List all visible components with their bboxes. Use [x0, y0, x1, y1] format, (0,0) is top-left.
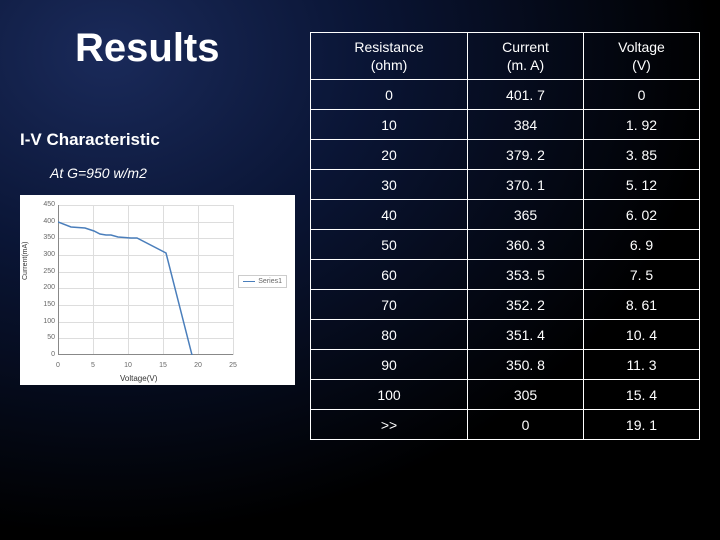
table-cell: 80: [311, 320, 468, 350]
table-cell: 50: [311, 230, 468, 260]
table-cell: 5. 12: [583, 170, 699, 200]
table-cell: 352. 2: [468, 290, 584, 320]
y-tick: 300: [40, 251, 55, 258]
x-tick: 0: [52, 362, 64, 369]
table-cell: >>: [311, 410, 468, 440]
table-cell: 401. 7: [468, 80, 584, 110]
table-row: 30370. 15. 12: [311, 170, 700, 200]
chart-y-label: Current(mA): [22, 241, 29, 280]
table-cell: 60: [311, 260, 468, 290]
table-row: 403656. 02: [311, 200, 700, 230]
x-tick: 25: [227, 362, 239, 369]
y-tick: 150: [40, 301, 55, 308]
table-cell: 10: [311, 110, 468, 140]
table-row: 60353. 57. 5: [311, 260, 700, 290]
table-cell: 365: [468, 200, 584, 230]
table-row: 103841. 92: [311, 110, 700, 140]
table-cell: 350. 8: [468, 350, 584, 380]
table-cell: 70: [311, 290, 468, 320]
iv-chart: Current(mA) Voltage(V) Series1 050100150…: [20, 195, 295, 385]
results-table: Resistance(ohm)Current(m. A)Voltage(V) 0…: [310, 32, 700, 440]
table-cell: 0: [583, 80, 699, 110]
table-cell: 8. 61: [583, 290, 699, 320]
table-header-row: Resistance(ohm)Current(m. A)Voltage(V): [311, 33, 700, 80]
x-tick: 5: [87, 362, 99, 369]
table-header-cell: Resistance(ohm): [311, 33, 468, 80]
table-cell: 11. 3: [583, 350, 699, 380]
table-cell: 0: [468, 410, 584, 440]
table-row: 50360. 36. 9: [311, 230, 700, 260]
table-cell: 1. 92: [583, 110, 699, 140]
table-cell: 90: [311, 350, 468, 380]
y-tick: 450: [40, 201, 55, 208]
x-tick: 20: [192, 362, 204, 369]
table-cell: 3. 85: [583, 140, 699, 170]
x-tick: 10: [122, 362, 134, 369]
y-tick: 50: [40, 334, 55, 341]
grid-line: [233, 205, 234, 355]
legend-line-icon: [243, 281, 255, 282]
table-cell: 379. 2: [468, 140, 584, 170]
chart-x-label: Voltage(V): [120, 374, 157, 383]
chart-line: [58, 205, 233, 355]
table-cell: 305: [468, 380, 584, 410]
chart-legend: Series1: [238, 275, 287, 288]
table-row: 20379. 23. 85: [311, 140, 700, 170]
table-row: 90350. 811. 3: [311, 350, 700, 380]
x-tick: 15: [157, 362, 169, 369]
y-tick: 250: [40, 268, 55, 275]
table-row: >>019. 1: [311, 410, 700, 440]
table-cell: 40: [311, 200, 468, 230]
table-cell: 7. 5: [583, 260, 699, 290]
slide-title: Results: [75, 26, 220, 71]
table-cell: 15. 4: [583, 380, 699, 410]
table-cell: 20: [311, 140, 468, 170]
slide-subtitle: I-V Characteristic: [20, 130, 160, 150]
table-cell: 351. 4: [468, 320, 584, 350]
table-cell: 100: [311, 380, 468, 410]
table-row: 10030515. 4: [311, 380, 700, 410]
table-cell: 384: [468, 110, 584, 140]
table-header-cell: Voltage(V): [583, 33, 699, 80]
y-tick: 0: [40, 351, 55, 358]
y-tick: 350: [40, 234, 55, 241]
table-cell: 19. 1: [583, 410, 699, 440]
table-row: 0401. 70: [311, 80, 700, 110]
legend-label: Series1: [258, 278, 282, 285]
table-row: 80351. 410. 4: [311, 320, 700, 350]
y-tick: 400: [40, 218, 55, 225]
table-cell: 10. 4: [583, 320, 699, 350]
table-row: 70352. 28. 61: [311, 290, 700, 320]
table-cell: 370. 1: [468, 170, 584, 200]
table-body: 0401. 70103841. 9220379. 23. 8530370. 15…: [311, 80, 700, 440]
table-cell: 0: [311, 80, 468, 110]
table-cell: 353. 5: [468, 260, 584, 290]
table-cell: 30: [311, 170, 468, 200]
y-tick: 200: [40, 284, 55, 291]
table-cell: 6. 9: [583, 230, 699, 260]
y-tick: 100: [40, 318, 55, 325]
slide-container: Results I-V Characteristic At G=950 w/m2…: [0, 0, 720, 540]
table-cell: 360. 3: [468, 230, 584, 260]
condition-label: At G=950 w/m2: [50, 165, 147, 181]
table-cell: 6. 02: [583, 200, 699, 230]
table-header-cell: Current(m. A): [468, 33, 584, 80]
